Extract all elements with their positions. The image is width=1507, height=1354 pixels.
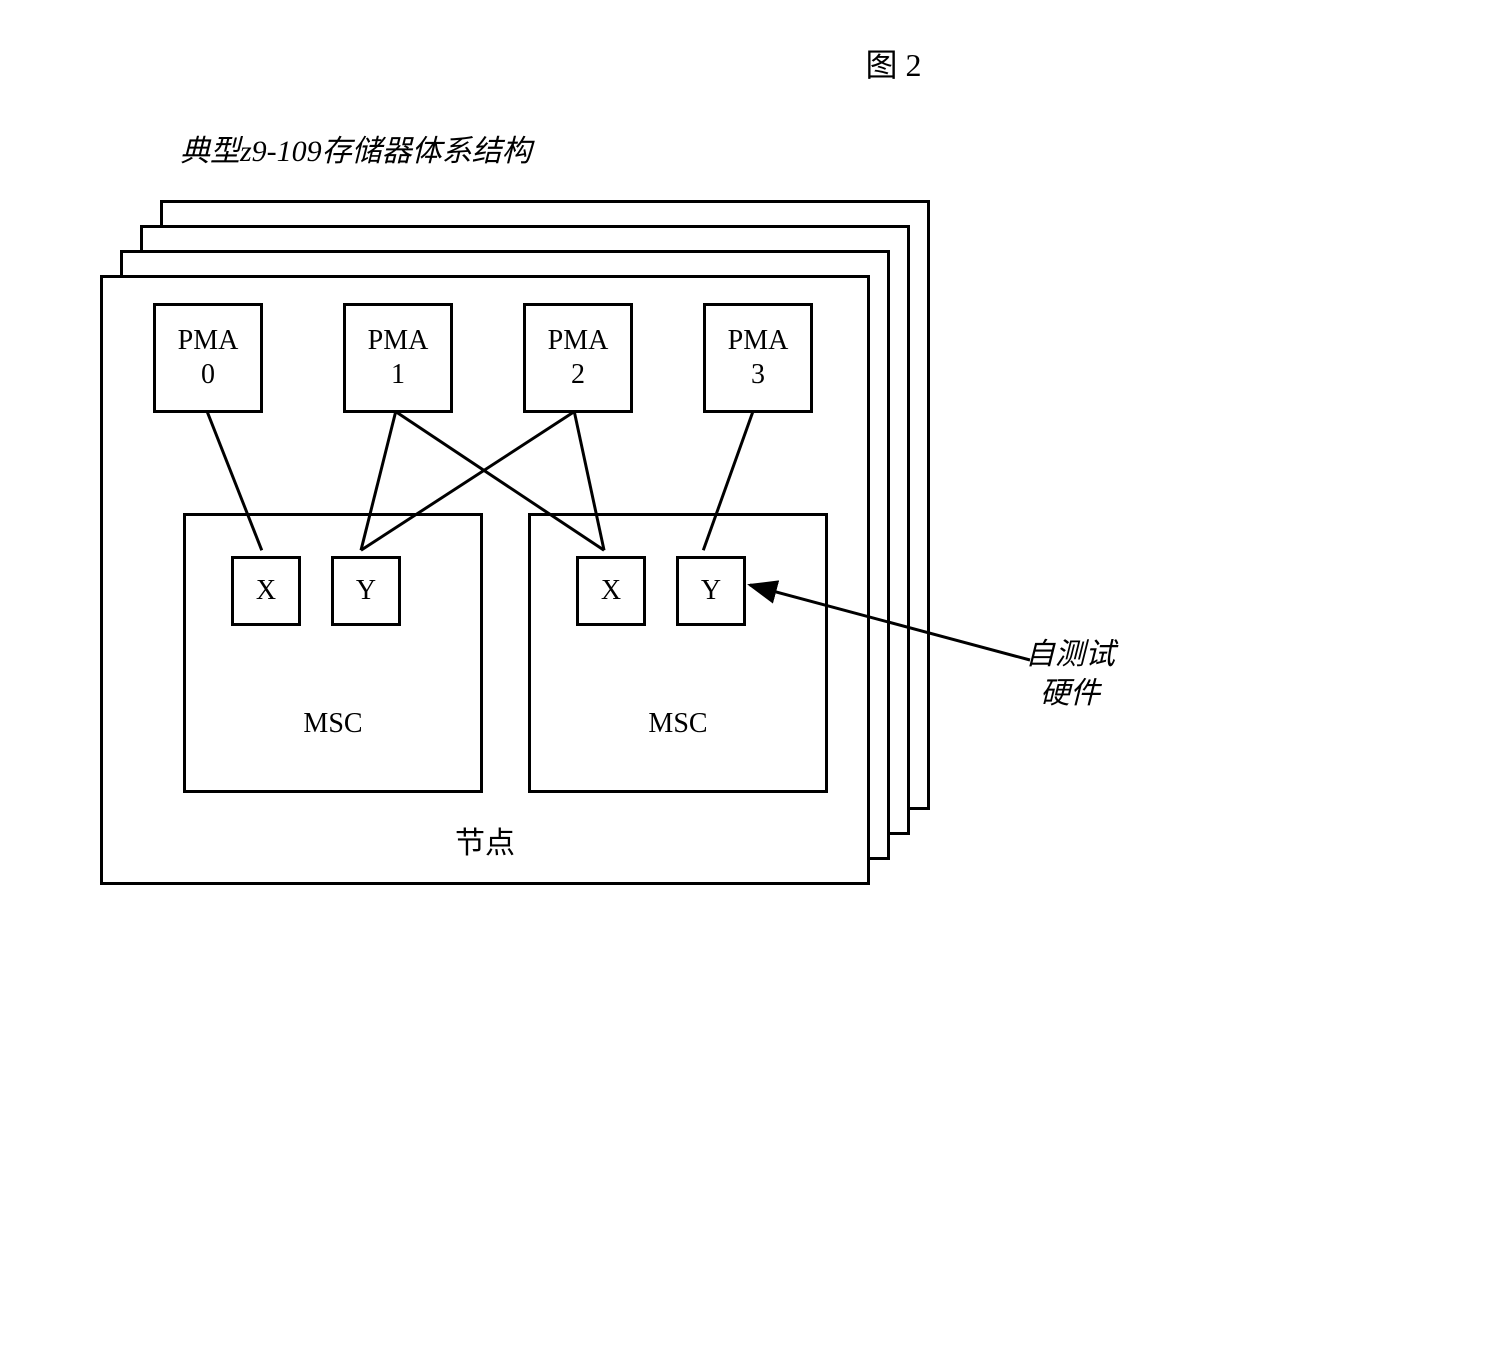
msc-label: MSC <box>303 708 362 740</box>
msc-left-x-box: X <box>231 556 301 626</box>
x-label: X <box>601 575 621 607</box>
y-label: Y <box>701 575 721 607</box>
pma-index: 3 <box>751 358 765 392</box>
diagram: PMA 0 PMA 1 PMA 2 PMA 3 X Y MSC X <box>100 200 1200 900</box>
msc-left-box: X Y MSC <box>183 513 483 793</box>
pma-label: PMA <box>548 324 609 358</box>
callout-label: 自测试 硬件 <box>1025 635 1115 713</box>
msc-right-box: X Y MSC <box>528 513 828 793</box>
pma-index: 1 <box>391 358 405 392</box>
callout-line-1: 自测试 <box>1025 635 1115 674</box>
figure-title: 典型z9-109存储器体系结构 <box>180 126 1467 170</box>
msc-right-y-box: Y <box>676 556 746 626</box>
pma-label: PMA <box>728 324 789 358</box>
pma-index: 2 <box>571 358 585 392</box>
msc-left-y-box: Y <box>331 556 401 626</box>
pma-2-box: PMA 2 <box>523 303 633 413</box>
x-label: X <box>256 575 276 607</box>
pma-3-box: PMA 3 <box>703 303 813 413</box>
node-label: 节点 <box>455 818 515 862</box>
pma-label: PMA <box>368 324 429 358</box>
figure-number: 图 2 <box>320 40 1467 86</box>
msc-right-x-box: X <box>576 556 646 626</box>
y-label: Y <box>356 575 376 607</box>
pma-index: 0 <box>201 358 215 392</box>
callout-line-2: 硬件 <box>1025 674 1115 713</box>
pma-0-box: PMA 0 <box>153 303 263 413</box>
pma-1-box: PMA 1 <box>343 303 453 413</box>
node-front: PMA 0 PMA 1 PMA 2 PMA 3 X Y MSC X <box>100 275 870 885</box>
pma-label: PMA <box>178 324 239 358</box>
msc-label: MSC <box>648 708 707 740</box>
